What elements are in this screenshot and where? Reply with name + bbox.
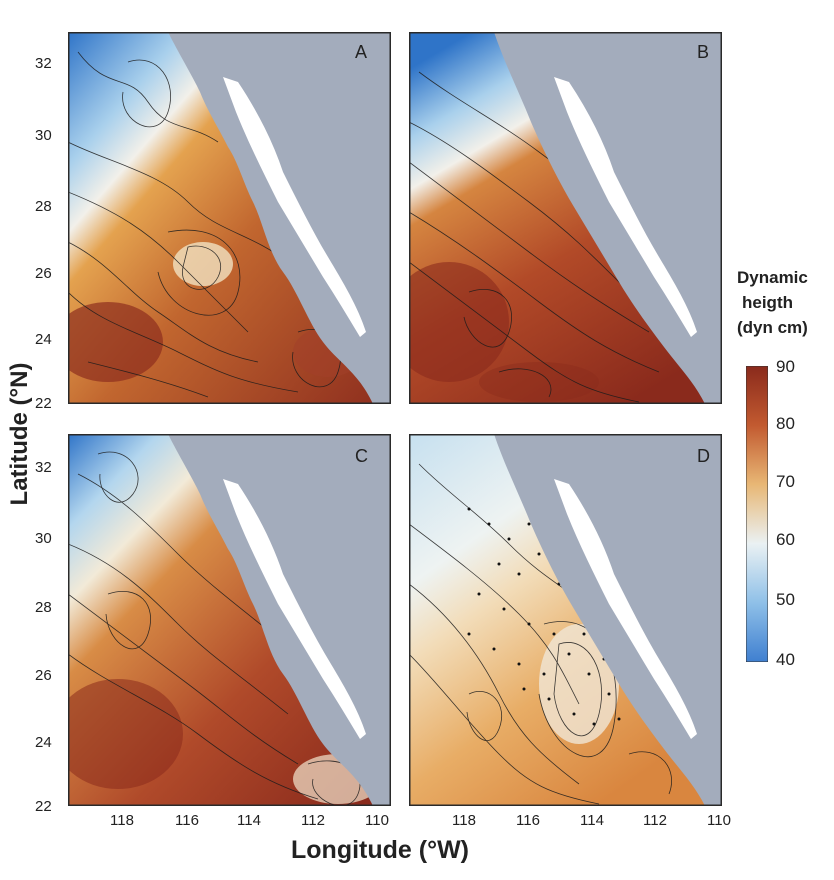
warm-core	[68, 302, 163, 382]
colorbar-tick: 80	[776, 414, 795, 433]
panel-frame	[68, 434, 391, 806]
lon-tick: 114	[580, 812, 604, 829]
panel-frame	[68, 32, 391, 404]
panel-frame	[409, 32, 722, 404]
x-axis-label: Longitude (°W)	[291, 836, 469, 864]
colorbar-tick: 40	[776, 650, 795, 669]
lat-tick: 24	[35, 734, 52, 751]
lat-tick: 26	[35, 265, 52, 282]
lat-tick: 32	[35, 55, 52, 72]
panel-letter-d: D	[697, 446, 710, 466]
land-mass	[168, 32, 391, 404]
gulf	[554, 479, 697, 739]
y-axis-label: Latitude (°N)	[6, 362, 33, 506]
colorbar-tick: 50	[776, 590, 795, 609]
lat-tick: 30	[35, 127, 52, 144]
lat-tick: 22	[35, 798, 52, 815]
panel-letter-c: C	[355, 446, 368, 466]
colorbar-tick: 60	[776, 530, 795, 549]
land-mass	[494, 32, 722, 404]
panel-frame	[409, 434, 722, 806]
colorbar-title-line3: (dyn cm)	[737, 318, 808, 337]
lat-tick: 22	[35, 395, 52, 412]
land-mass	[494, 434, 722, 806]
colorbar-tick: 70	[776, 472, 795, 491]
lon-tick: 118	[452, 812, 476, 829]
lon-tick: 110	[707, 812, 731, 829]
lat-tick: 26	[35, 667, 52, 684]
lat-tick: 28	[35, 198, 52, 215]
lon-tick: 112	[301, 812, 325, 829]
lon-tick: 112	[643, 812, 667, 829]
streamlines	[409, 71, 660, 403]
gulf	[554, 77, 697, 337]
lat-tick: 24	[35, 331, 52, 348]
lon-tick: 116	[516, 812, 540, 829]
lon-tick: 114	[237, 812, 261, 829]
colorbar-title-line1: Dynamic	[737, 268, 808, 287]
eddy-center	[173, 242, 233, 286]
lon-tick: 110	[365, 812, 389, 829]
gulf	[223, 479, 366, 739]
colorbar	[746, 366, 768, 662]
colorbar-title-line2: heigth	[742, 293, 793, 312]
map-panel-c	[68, 434, 391, 806]
lat-tick: 28	[35, 599, 52, 616]
streamlines	[68, 51, 341, 398]
colorbar-tick: 90	[776, 357, 795, 376]
map-panel-a	[68, 32, 391, 404]
lon-tick: 116	[175, 812, 199, 829]
panel-letter-a: A	[355, 42, 368, 62]
panel-letter-b: B	[697, 42, 710, 62]
map-panel-b	[409, 32, 722, 404]
lon-tick: 118	[110, 812, 134, 829]
lat-tick: 30	[35, 530, 52, 547]
lat-tick: 32	[35, 459, 52, 476]
streamlines	[68, 451, 361, 806]
map-panel-d	[409, 434, 722, 806]
land-mass	[168, 434, 391, 806]
gulf	[223, 77, 366, 337]
warm-eddy	[479, 362, 599, 402]
warm-core	[409, 262, 509, 382]
